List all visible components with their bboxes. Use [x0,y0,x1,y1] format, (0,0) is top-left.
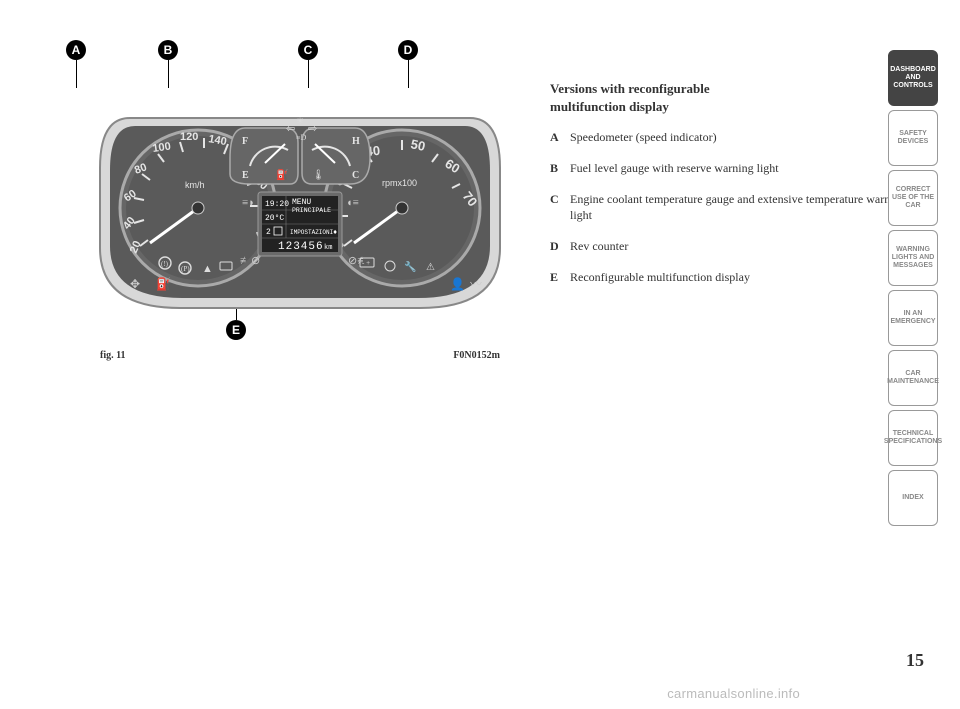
section-title: Versions with reconfigurable multifuncti… [550,80,920,115]
svg-text:F: F [242,136,248,147]
side-tab[interactable]: WARNING LIGHTS AND MESSAGES [888,230,938,286]
legend-letter: B [550,160,570,177]
figure-code: F0N0152m [453,350,500,361]
svg-text:≢⊘: ≢⊘ [240,255,260,267]
svg-text:E: E [242,170,249,181]
side-tab[interactable]: INDEX [888,470,938,526]
callout-b: B [158,40,178,60]
svg-text:⚠: ⚠ [426,262,435,273]
svg-text:IMPOSTAZIONI: IMPOSTAZIONI [290,229,333,236]
callout-d: D [398,40,418,60]
legend-text: Engine coolant temperature gauge and ext… [570,191,920,225]
svg-text:👤: 👤 [450,277,465,291]
watermark: carmanualsonline.info [667,686,800,701]
side-tab[interactable]: SAFETY DEVICES [888,110,938,166]
svg-text:(!): (!) [161,260,169,268]
svg-text:✥: ✥ [130,277,140,291]
legend-text: Reconfigurable multifunction display [570,269,920,286]
svg-text:〰: 〰 [470,277,482,291]
svg-text:⛽: ⛽ [156,277,171,291]
figure-label: fig. 11 [100,350,126,361]
svg-text:⇨: ⇨ [308,123,317,135]
svg-text:20°C: 20°C [265,214,284,223]
legend-letter: D [550,238,570,255]
svg-text:♦: ♦ [333,229,337,237]
svg-text:≡D: ≡D [296,133,307,142]
callout-line [308,60,309,88]
side-tab[interactable]: IN AN EMERGENCY [888,290,938,346]
svg-text:🔧: 🔧 [404,260,416,273]
svg-text:(P): (P) [181,265,190,273]
svg-text:120: 120 [180,131,198,143]
svg-text:2: 2 [266,228,271,237]
svg-text:◖≡: ◖≡ [346,197,359,209]
legend-text: Speedometer (speed indicator) [570,129,920,146]
callout-line [408,60,409,88]
svg-text:19:20: 19:20 [265,200,289,209]
callout-a: A [66,40,86,60]
svg-text:🌡: 🌡 [312,169,325,181]
speedometer-label: km/h [185,180,205,190]
svg-text:⊘≢: ⊘≢ [348,255,368,267]
instrument-cluster: 20 40 60 80 100 120 140 160 180 200 220 … [90,88,510,338]
svg-text:50: 50 [409,136,426,154]
svg-text:⛽: ⛽ [276,168,288,181]
callout-c: C [298,40,318,60]
legend-text: Fuel level gauge with reserve warning li… [570,160,920,177]
svg-text:H: H [352,136,360,147]
legend-item: EReconfigurable multifunction display [550,269,920,286]
side-tab[interactable]: DASHBOARD AND CONTROLS [888,50,938,106]
svg-text:PRINCIPALE: PRINCIPALE [292,207,331,214]
side-tabs: DASHBOARD AND CONTROLSSAFETY DEVICESCORR… [888,50,938,526]
svg-text:⇦: ⇦ [286,123,295,135]
legend-letter: C [550,191,570,225]
svg-text:100: 100 [152,141,172,155]
side-tab[interactable]: TECHNICAL SPECIFICATIONS [888,410,938,466]
legend-letter: A [550,129,570,146]
legend-text: Rev counter [570,238,920,255]
legend-item: ASpeedometer (speed indicator) [550,129,920,146]
tachometer-label: rpmx100 [382,178,417,188]
svg-text:▲: ▲ [202,263,213,275]
svg-text:☀: ☀ [296,116,304,126]
legend-item: BFuel level gauge with reserve warning l… [550,160,920,177]
svg-text:123456: 123456 [278,241,324,253]
callout-line [76,60,77,88]
svg-text:C: C [352,170,359,181]
legend-letter: E [550,269,570,286]
svg-text:≡◗: ≡◗ [242,197,255,209]
side-tab[interactable]: CAR MAINTENANCE [888,350,938,406]
callout-line [168,60,169,88]
legend-item: DRev counter [550,238,920,255]
svg-text:MENU: MENU [292,198,311,207]
svg-text:km: km [324,244,332,252]
page-number: 15 [906,650,924,671]
legend-item: CEngine coolant temperature gauge and ex… [550,191,920,225]
side-tab[interactable]: CORRECT USE OF THE CAR [888,170,938,226]
